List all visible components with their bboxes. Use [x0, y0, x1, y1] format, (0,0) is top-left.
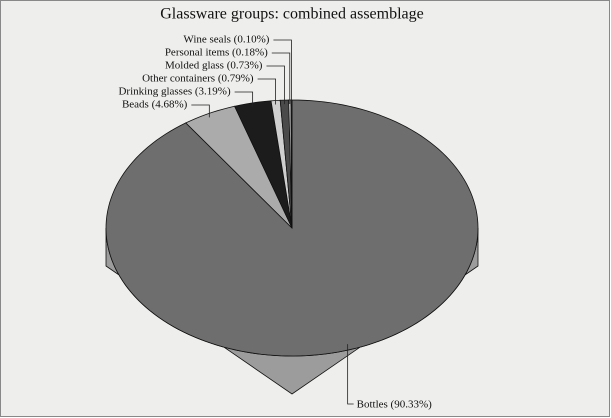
slice-label: Beads (4.68%): [122, 99, 188, 111]
leader-line: [273, 39, 292, 105]
leader-line: [271, 52, 291, 105]
leader-line: [266, 65, 285, 105]
leader-line: [234, 91, 254, 107]
slice-label: Molded glass (0.73%): [165, 60, 263, 72]
chart-title: Glassware groups: combined assemblage: [160, 6, 423, 23]
slice-label: Drinking glasses (3.19%): [118, 86, 230, 98]
slice-label: Bottles (90.33%): [357, 399, 432, 411]
leader-line: [347, 344, 354, 405]
slice-label: Other containers (0.79%): [142, 73, 254, 85]
slice-label: Wine seals (0.10%): [183, 34, 269, 46]
slice-label: Personal items (0.18%): [165, 47, 268, 59]
leader-line: [191, 104, 210, 118]
leader-line: [257, 78, 277, 105]
